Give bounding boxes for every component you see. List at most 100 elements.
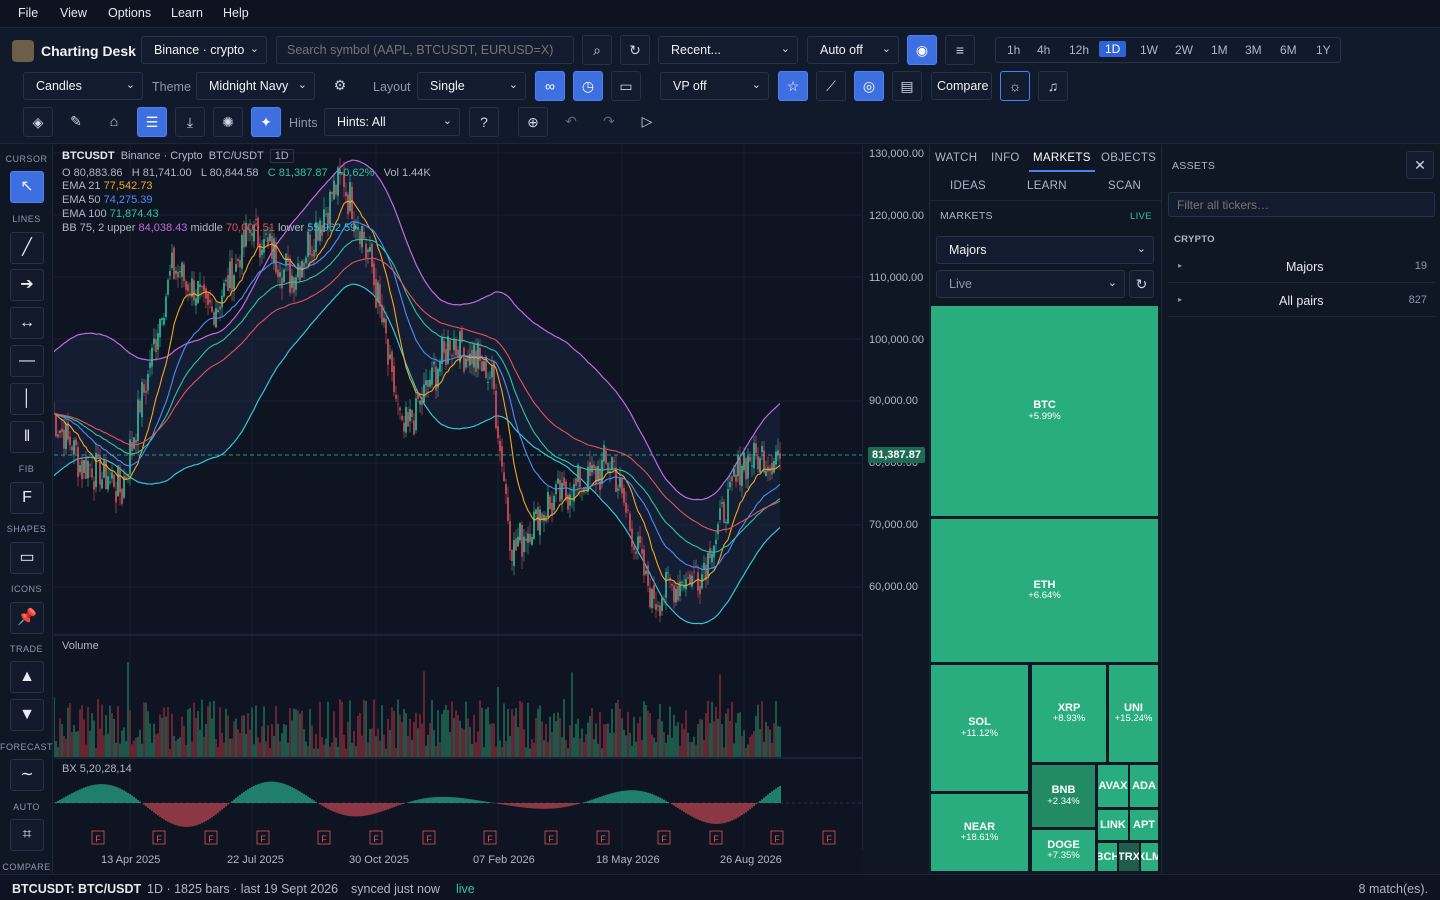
- tf-1m[interactable]: 1M: [1211, 43, 1228, 57]
- tf-12h[interactable]: 12h: [1069, 43, 1090, 57]
- visibility-button[interactable]: ◎: [854, 71, 884, 101]
- heatmap-tile[interactable]: ETH +6.64%: [931, 519, 1158, 662]
- crosshair-button[interactable]: ⊕: [518, 107, 548, 137]
- heatmap-tile[interactable]: APT: [1130, 810, 1158, 840]
- download-button[interactable]: ⤓: [175, 107, 205, 137]
- tab-info[interactable]: INFO: [991, 152, 1020, 164]
- market-refresh-button[interactable]: ↻: [1129, 270, 1154, 298]
- heatmap-tile[interactable]: ADA: [1130, 765, 1158, 807]
- display-button[interactable]: ▭: [611, 71, 641, 101]
- tab-scan[interactable]: SCAN: [1108, 180, 1142, 192]
- redo-button[interactable]: ↷: [594, 107, 624, 137]
- heatmap-tile[interactable]: AVAX: [1098, 765, 1128, 807]
- vertical-line-tool[interactable]: │: [10, 383, 44, 415]
- asset-row[interactable]: ▸ All pairs 827: [1168, 287, 1435, 317]
- learn-button[interactable]: ⌂: [99, 107, 129, 137]
- heatmap-tile[interactable]: UNI +15.24%: [1109, 665, 1158, 762]
- favorite-button[interactable]: ☆: [778, 71, 808, 101]
- forecast-tool[interactable]: ∼: [10, 759, 44, 791]
- auto-select[interactable]: Auto off ⌄: [807, 36, 899, 64]
- edit-button[interactable]: ✎: [61, 107, 91, 137]
- short-position-tool[interactable]: ▼: [10, 699, 44, 731]
- compare-button[interactable]: Compare: [931, 72, 992, 100]
- ray-tool[interactable]: ➔: [10, 269, 44, 301]
- heatmap-tile[interactable]: SOL +11.12%: [931, 665, 1028, 791]
- fib-tool[interactable]: F: [10, 482, 44, 514]
- heatmap-tile[interactable]: TRX: [1119, 843, 1139, 871]
- tf-3m[interactable]: 3M: [1245, 43, 1262, 57]
- link-button[interactable]: ∞: [535, 71, 565, 101]
- brightness-button[interactable]: ✺: [213, 107, 243, 137]
- price-axis[interactable]: 130,000.00 120,000.00 110,000.00 100,000…: [862, 145, 929, 850]
- tf-6m[interactable]: 6M: [1280, 43, 1297, 57]
- cursor-tool[interactable]: ↖: [10, 171, 44, 203]
- theme-select[interactable]: Midnight Navy ⌄: [196, 72, 315, 100]
- alerts-button[interactable]: ♫: [1038, 71, 1068, 101]
- extended-line-tool[interactable]: ↔: [10, 307, 44, 339]
- tf-4h[interactable]: 4h: [1037, 43, 1051, 57]
- parallel-channel-tool[interactable]: ‖: [10, 421, 44, 453]
- volume-bar: [697, 724, 699, 757]
- settings-button[interactable]: ⚙: [325, 71, 355, 101]
- candle-body: [403, 422, 405, 432]
- market-mode-select[interactable]: Live ⌄: [936, 270, 1125, 298]
- templates-button[interactable]: ▤: [892, 71, 922, 101]
- layers-button[interactable]: ◈: [23, 107, 53, 137]
- help-button[interactable]: ?: [469, 107, 499, 137]
- heatmap-tile[interactable]: DOGE +7.35%: [1032, 830, 1095, 871]
- hints-select[interactable]: Hints: All ⌄: [324, 108, 460, 136]
- tab-watch[interactable]: WATCH: [935, 152, 978, 164]
- add-list-button[interactable]: ≡: [945, 35, 975, 65]
- refresh-button[interactable]: ↻: [620, 35, 650, 65]
- replay-button[interactable]: ▷: [632, 107, 662, 137]
- search-button[interactable]: ⌕: [582, 35, 612, 65]
- heatmap-tile[interactable]: XLM: [1141, 843, 1158, 871]
- heatmap-tile[interactable]: NEAR +18.61%: [931, 794, 1028, 871]
- exchange-select[interactable]: Binance · crypto ⌄: [141, 36, 267, 64]
- tf-2w[interactable]: 2W: [1175, 43, 1193, 57]
- vp-select[interactable]: VP off ⌄: [660, 72, 769, 100]
- menu-view[interactable]: View: [60, 6, 87, 20]
- long-position-tool[interactable]: ▲: [10, 661, 44, 693]
- symbol-search-input[interactable]: [276, 36, 574, 64]
- auto-tool[interactable]: ⌗: [10, 819, 44, 851]
- ticker-filter-input[interactable]: [1168, 192, 1435, 217]
- bx-bar: [189, 803, 191, 827]
- heatmap-tile[interactable]: BTC +5.99%: [931, 306, 1158, 516]
- menu-options[interactable]: Options: [108, 6, 152, 20]
- chart-type-select[interactable]: Candles ⌄: [23, 72, 143, 100]
- heatmap-tile[interactable]: XRP +8.93%: [1032, 665, 1106, 762]
- tab-markets[interactable]: MARKETS: [1033, 152, 1091, 164]
- tab-ideas[interactable]: IDEAS: [950, 180, 987, 192]
- tf-1w[interactable]: 1W: [1140, 43, 1158, 57]
- ideas-button[interactable]: ☼: [1000, 71, 1030, 101]
- heatmap-tile[interactable]: BCH: [1098, 843, 1117, 871]
- list-button[interactable]: ☰: [137, 107, 167, 137]
- rectangle-tool[interactable]: ▭: [10, 542, 44, 574]
- trendline-tool[interactable]: ╱: [10, 232, 44, 264]
- asset-row[interactable]: ▸ Majors 19: [1168, 253, 1435, 283]
- heatmap-tile[interactable]: LINK: [1098, 810, 1128, 840]
- layout-select[interactable]: Single ⌄: [417, 72, 526, 100]
- market-group-select[interactable]: Majors ⌄: [936, 236, 1154, 264]
- tab-objects[interactable]: OBJECTS: [1101, 152, 1157, 164]
- pin-tool[interactable]: 📌: [10, 602, 44, 634]
- menu-file[interactable]: File: [18, 6, 39, 20]
- tf-1d[interactable]: 1D: [1099, 41, 1127, 57]
- broadcast-button[interactable]: ◉: [907, 35, 937, 65]
- horizontal-line-tool[interactable]: —: [10, 345, 44, 377]
- heatmap-tile[interactable]: BNB +2.34%: [1032, 765, 1095, 827]
- tab-learn[interactable]: LEARN: [1027, 180, 1067, 192]
- magic-button[interactable]: ✦: [251, 107, 281, 137]
- menu-help[interactable]: Help: [223, 6, 249, 20]
- timer-button[interactable]: ◷: [573, 71, 603, 101]
- indicators-button[interactable]: ⟋: [816, 71, 846, 101]
- undo-button[interactable]: ↶: [556, 107, 586, 137]
- recent-select[interactable]: Recent... ⌄: [658, 36, 798, 64]
- menu-learn[interactable]: Learn: [171, 6, 203, 20]
- close-assets-button[interactable]: ✕: [1406, 151, 1434, 179]
- tf-1y[interactable]: 1Y: [1316, 43, 1331, 57]
- tf-1h[interactable]: 1h: [1007, 43, 1021, 57]
